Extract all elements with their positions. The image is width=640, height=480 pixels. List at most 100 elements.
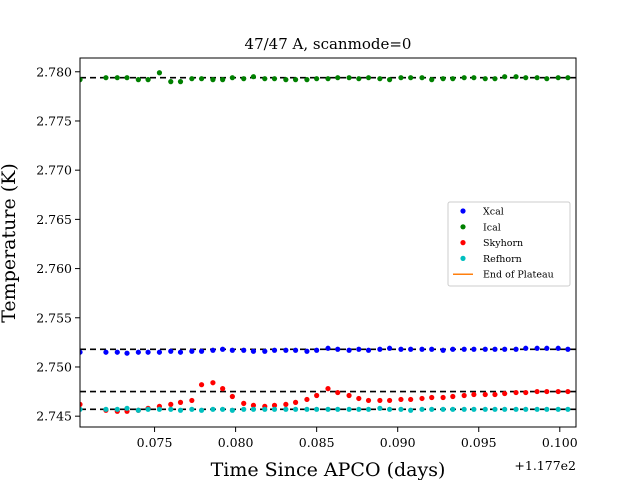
- refhorn-point: [555, 406, 561, 412]
- xcal-point: [398, 346, 404, 352]
- refhorn-point: [492, 406, 498, 412]
- ical-point: [461, 75, 467, 81]
- refhorn-point: [220, 406, 226, 412]
- legend-dot-marker: [460, 240, 466, 246]
- xcal-point: [189, 348, 195, 354]
- skyhorn-point: [513, 389, 519, 396]
- ical-point: [250, 74, 257, 80]
- ical-point: [262, 76, 268, 82]
- skyhorn-point: [241, 400, 247, 406]
- ical-point: [408, 75, 414, 81]
- refhorn-point: [198, 407, 205, 413]
- refhorn-point: [103, 406, 109, 412]
- xcal-point: [356, 346, 362, 352]
- ical-point: [80, 77, 83, 83]
- refhorn-point: [229, 407, 235, 413]
- ical-point: [145, 77, 151, 83]
- plot-area: [80, 70, 576, 414]
- ical-point: [346, 75, 352, 81]
- xcal-point: [429, 346, 435, 352]
- refhorn-point: [513, 406, 519, 412]
- legend-dot-marker: [460, 255, 466, 261]
- legend-item-xcal: Xcal: [460, 207, 504, 218]
- legend-item-end-of-plateau: End of Plateau: [453, 270, 554, 281]
- xcal-point: [177, 349, 184, 355]
- refhorn-point: [502, 406, 508, 412]
- xcal-point: [229, 347, 235, 353]
- x-tick-label: 0.075: [137, 435, 173, 450]
- ical-point: [271, 76, 278, 82]
- xcal-point: [365, 347, 372, 353]
- xcal-point: [241, 347, 247, 353]
- xcal-point: [325, 345, 331, 351]
- refhorn-point: [365, 406, 372, 412]
- ical-point: [220, 77, 226, 83]
- y-tick-label: 2.770: [36, 163, 72, 178]
- skyhorn-point: [304, 396, 310, 403]
- legend-item-refhorn: Refhorn: [460, 254, 522, 265]
- legend-label: Refhorn: [483, 254, 522, 265]
- legend-label: Xcal: [483, 207, 504, 218]
- ical-point: [450, 76, 456, 82]
- skyhorn-point: [314, 392, 320, 399]
- xcal-point: [544, 345, 550, 351]
- refhorn-point: [250, 406, 257, 412]
- xcal-point: [314, 347, 320, 353]
- refhorn-point: [440, 406, 446, 412]
- skyhorn-point: [325, 386, 331, 392]
- refhorn-point: [377, 405, 383, 411]
- ical-point: [356, 76, 362, 82]
- xcal-point: [304, 348, 310, 354]
- xcal-point: [471, 346, 477, 352]
- xcal-point: [292, 347, 299, 353]
- skyhorn-point: [292, 399, 299, 405]
- legend-item-skyhorn: Skyhorn: [460, 238, 523, 249]
- xcal-point: [440, 347, 446, 353]
- ical-point: [198, 76, 205, 82]
- legend: Xcal Ical Skyhorn Refhorn End of Plateau: [447, 201, 571, 287]
- refhorn-point: [314, 406, 320, 412]
- xcal-point: [555, 345, 561, 351]
- xcal-point: [408, 346, 414, 352]
- xcal-point: [335, 346, 341, 352]
- xcal-point: [386, 345, 393, 351]
- ical-point: [304, 77, 310, 83]
- skyhorn-point: [419, 395, 425, 402]
- legend-item-ical: Ical: [460, 222, 501, 233]
- refhorn-point: [325, 406, 331, 412]
- refhorn-point: [419, 406, 425, 412]
- xcal-point: [262, 348, 268, 354]
- refhorn-point: [241, 406, 247, 412]
- ical-point: [544, 76, 550, 82]
- refhorn-point: [346, 406, 352, 412]
- refhorn-point: [283, 406, 289, 412]
- xcal-point: [461, 346, 467, 352]
- refhorn-point: [177, 407, 184, 413]
- ical-point: [429, 77, 435, 83]
- y-tick-label: 2.760: [36, 261, 72, 276]
- skyhorn-point: [346, 392, 352, 399]
- skyhorn-point: [335, 389, 341, 396]
- skyhorn-point: [450, 393, 456, 400]
- skyhorn-point: [220, 386, 226, 392]
- refhorn-point: [534, 406, 540, 412]
- series-ical: [80, 70, 571, 85]
- xcal-point: [198, 348, 205, 354]
- skyhorn-point: [386, 397, 393, 404]
- skyhorn-point: [271, 402, 278, 408]
- skyhorn-point: [544, 388, 550, 395]
- ical-point: [534, 75, 540, 81]
- xcal-point: [168, 348, 174, 354]
- xcal-point: [220, 346, 226, 352]
- ical-point: [292, 77, 299, 83]
- ical-point: [419, 75, 425, 81]
- refhorn-point: [544, 406, 550, 412]
- legend-label: Skyhorn: [483, 238, 523, 249]
- xcal-point: [103, 349, 109, 355]
- ical-point: [325, 76, 331, 82]
- xcal-point: [534, 345, 540, 351]
- xcal-point: [283, 347, 289, 353]
- ical-point: [523, 75, 529, 81]
- xcal-point: [210, 347, 216, 353]
